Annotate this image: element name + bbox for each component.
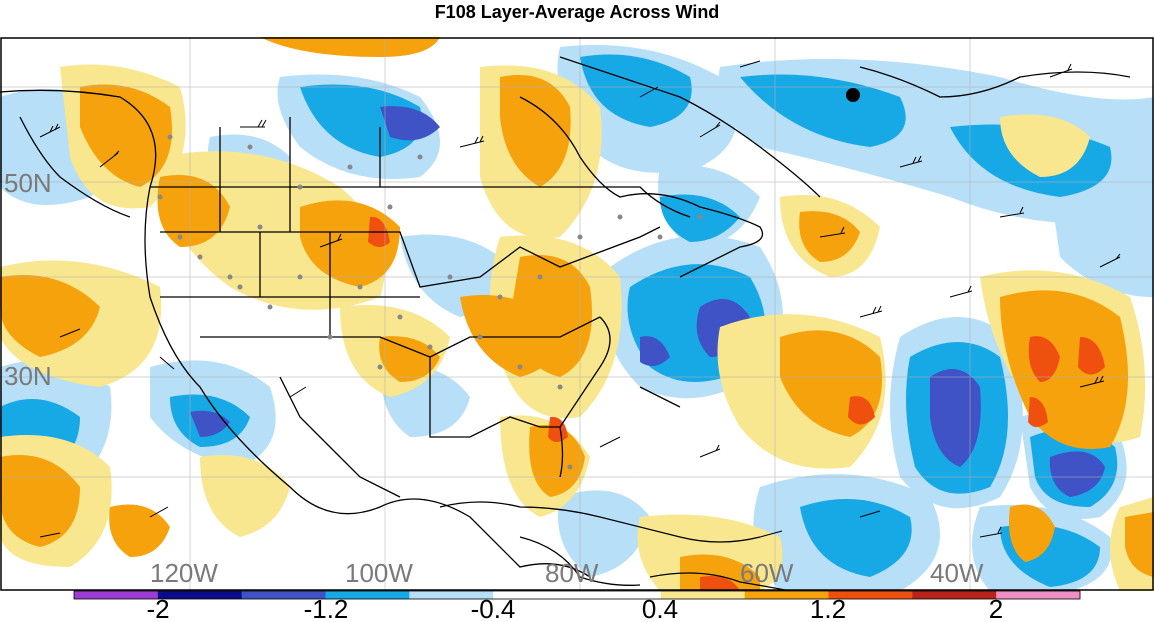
map-title: F108 Layer-Average Across Wind: [434, 2, 720, 22]
lon-label-120w: 120W: [150, 558, 218, 588]
marker-dot: [846, 88, 860, 102]
colorbar: -2 -1.2 -0.4 0.4 1.2 2: [73, 590, 1081, 622]
map-frame: [0, 37, 1154, 591]
colorbar-swatch: [74, 591, 159, 599]
colorbar-swatch: [409, 591, 494, 599]
coastlines: [0, 56, 1131, 591]
colorbar-swatch: [744, 591, 829, 599]
colorbar-label-neg1-2: -1.2: [304, 594, 349, 622]
lon-label-80w: 80W: [545, 558, 599, 588]
colorbar-label-0-4: 0.4: [642, 594, 678, 622]
colorbar-swatch: [660, 591, 746, 599]
colorbar-swatch: [157, 591, 243, 599]
colorbar-swatch: [325, 591, 410, 599]
colorbar-swatches: [74, 591, 1081, 599]
colorbar-swatch: [241, 591, 326, 599]
colorbar-swatch: [828, 591, 913, 599]
wind-map: 50N 30N 120W 100W 80W 60W 40W: [0, 37, 1154, 591]
lat-label-50n: 50N: [4, 168, 52, 198]
colorbar-swatch: [493, 591, 578, 599]
colorbar-swatch: [577, 591, 662, 599]
colorbar-label-2: 2: [989, 594, 1003, 622]
colorbar-swatch: [996, 591, 1081, 599]
graticule: [0, 37, 1154, 591]
observation-dots: [157, 134, 703, 470]
lon-label-100w: 100W: [345, 558, 413, 588]
lon-label-60w: 60W: [740, 558, 794, 588]
colorbar-swatch: [912, 591, 997, 599]
lon-label-40w: 40W: [930, 558, 984, 588]
wind-barbs: [39, 60, 1121, 538]
colorbar-label-neg2: -2: [146, 594, 169, 622]
colorbar-label-1-2: 1.2: [810, 594, 846, 622]
lat-label-30n: 30N: [4, 361, 52, 391]
colorbar-label-neg0-4: -0.4: [471, 594, 516, 622]
